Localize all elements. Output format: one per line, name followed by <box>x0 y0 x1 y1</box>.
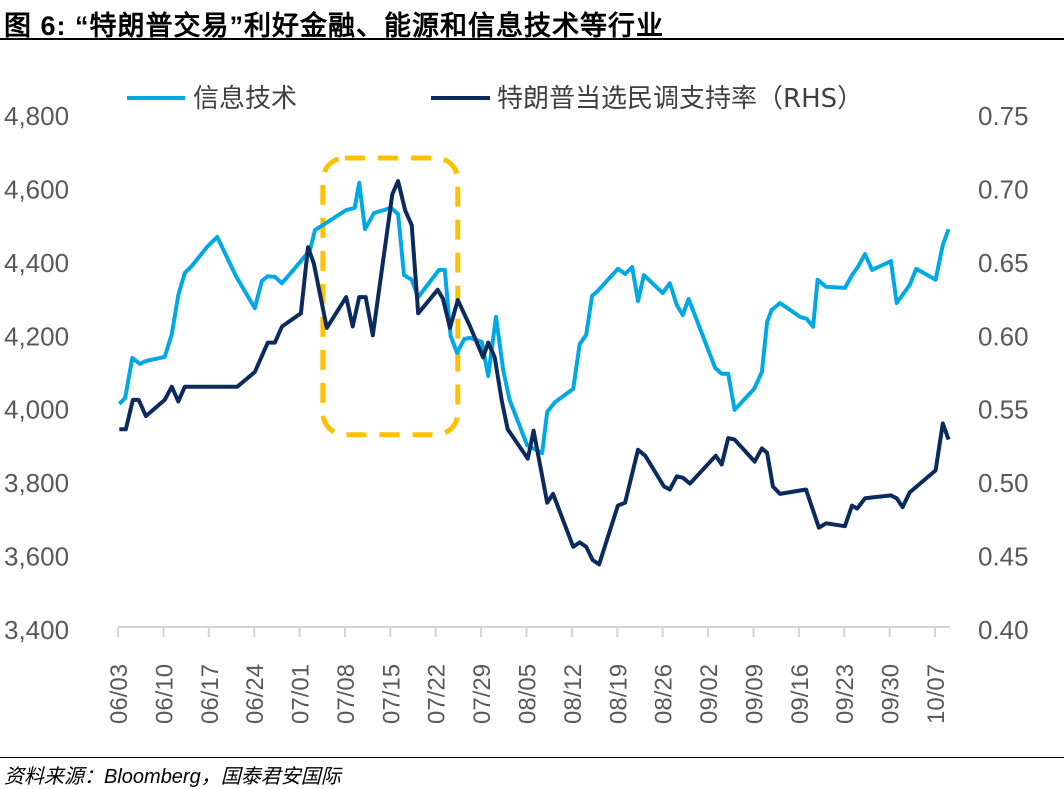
x-tick-label: 09/09 <box>741 664 768 724</box>
left-y-tick-label: 3,600 <box>4 542 69 572</box>
footer-divider <box>0 757 1064 758</box>
x-tick-label: 09/30 <box>878 664 905 724</box>
right-y-tick-label: 0.50 <box>978 468 1029 498</box>
x-tick-label: 09/02 <box>696 664 723 724</box>
right-y-tick-label: 0.65 <box>978 248 1029 278</box>
right-y-tick-label: 0.75 <box>978 101 1029 131</box>
x-tick-label: 07/29 <box>469 664 496 724</box>
series-line-it <box>117 180 951 456</box>
right-y-tick-label: 0.60 <box>978 321 1029 351</box>
legend: 信息技术 特朗普当选民调支持率（RHS） <box>127 84 863 114</box>
figure-title: 图 6: “特朗普交易”利好金融、能源和信息技术等行业 <box>4 11 665 41</box>
x-tick-label: 07/15 <box>378 664 405 724</box>
right-y-tick-label: 0.40 <box>978 615 1029 645</box>
right-y-tick-label: 0.55 <box>978 395 1029 425</box>
x-tick-label: 07/01 <box>288 664 315 724</box>
x-tick-label: 09/16 <box>787 664 814 724</box>
left-y-tick-label: 4,400 <box>4 248 69 278</box>
x-tick-label: 07/22 <box>424 664 451 724</box>
left-y-tick-label: 4,200 <box>4 321 69 351</box>
right-y-tick-label: 0.70 <box>978 174 1029 204</box>
legend-label-it: 信息技术 <box>193 84 297 114</box>
x-tick-label: 06/03 <box>106 664 133 724</box>
x-tick-label: 10/07 <box>923 664 950 724</box>
left-y-tick-label: 4,600 <box>4 174 69 204</box>
left-y-tick-label: 3,400 <box>4 615 69 645</box>
left-y-tick-label: 4,800 <box>4 101 69 131</box>
x-tick-label: 08/26 <box>651 664 678 724</box>
x-tick-label: 06/10 <box>151 664 178 724</box>
left-y-tick-label: 3,800 <box>4 468 69 498</box>
source-note: 资料来源：Bloomberg，国泰君安国际 <box>4 766 341 788</box>
left-y-tick-label: 4,000 <box>4 395 69 425</box>
x-tick-label: 07/08 <box>333 664 360 724</box>
x-tick-label: 08/05 <box>515 664 542 724</box>
right-y-tick-label: 0.45 <box>978 542 1029 572</box>
x-tick-label: 06/24 <box>242 664 269 724</box>
series-line-poll <box>119 179 951 567</box>
x-tick-label: 08/12 <box>560 664 587 724</box>
legend-label-poll: 特朗普当选民调支持率（RHS） <box>497 84 863 114</box>
x-tick-label: 06/17 <box>197 664 224 724</box>
highlight-box <box>320 155 461 438</box>
title-divider <box>0 38 1064 40</box>
x-tick-label: 08/19 <box>605 664 632 724</box>
x-tick-label: 09/23 <box>832 664 859 724</box>
